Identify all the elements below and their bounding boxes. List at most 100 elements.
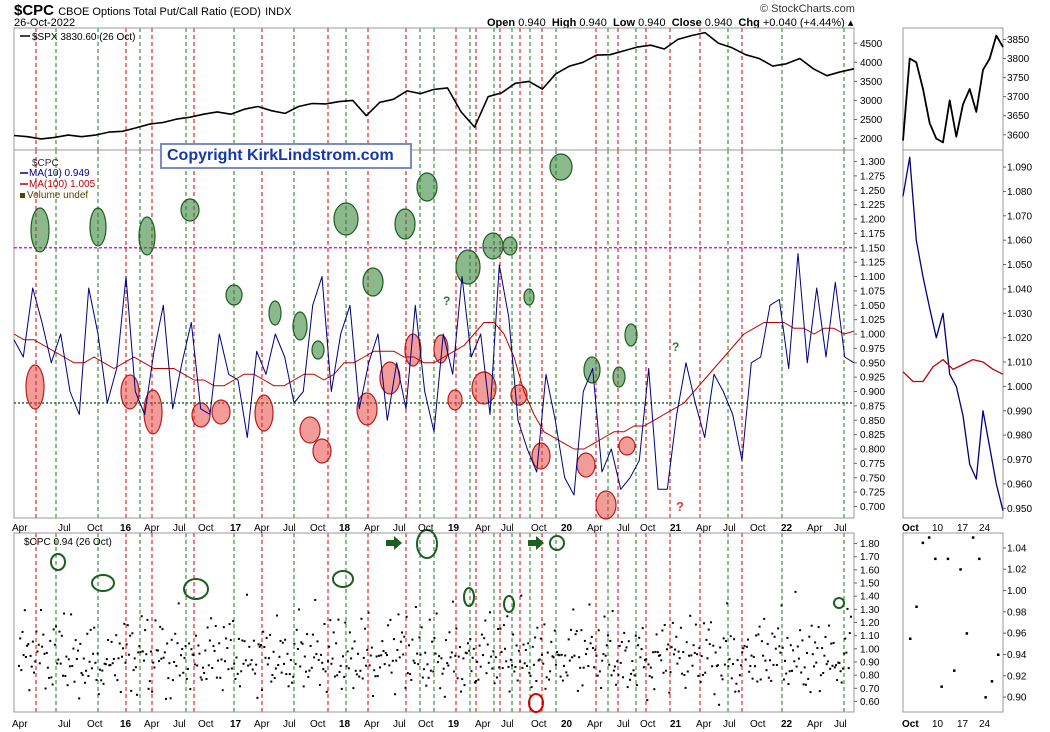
daily-point (188, 642, 191, 645)
daily-point (506, 615, 509, 618)
daily-high-marker (463, 587, 475, 607)
daily-point (561, 679, 564, 682)
daily-point (262, 630, 265, 633)
daily-point (353, 640, 356, 643)
daily-point (100, 679, 103, 682)
daily-point (81, 673, 84, 676)
daily-point (121, 655, 123, 658)
xaxis-mid-label: Apr (254, 523, 270, 534)
low-ratio-marker (576, 452, 596, 478)
daily-zoom-point (946, 557, 950, 561)
daily-point (249, 663, 252, 666)
xaxis-mid-label: Jul (501, 523, 514, 534)
daily-point (715, 665, 718, 668)
daily-point (62, 674, 64, 677)
daily-point (397, 613, 400, 616)
daily-point (20, 669, 23, 672)
daily-point (735, 682, 738, 685)
daily-point (289, 659, 292, 662)
daily-point (93, 626, 96, 629)
daily-ytick-label: 0.80 (860, 671, 880, 682)
daily-point (651, 676, 653, 679)
xaxis-mid-label: Apr (12, 523, 28, 534)
daily-point (300, 641, 303, 644)
chg-value: +0.040 (+4.44%) (762, 17, 845, 29)
daily-point (514, 666, 517, 668)
daily-point (281, 641, 284, 644)
daily-point (28, 689, 31, 692)
daily-point (550, 640, 553, 643)
daily-point (89, 628, 92, 631)
daily-point (308, 669, 311, 672)
xaxis-mid-label: 19 (448, 523, 460, 534)
daily-point (568, 659, 571, 662)
daily-point (779, 651, 782, 654)
daily-point (697, 674, 700, 677)
daily-point (233, 662, 236, 665)
daily-point (619, 661, 622, 664)
daily-point (535, 680, 538, 682)
daily-point (395, 659, 398, 662)
daily-point (564, 654, 567, 657)
daily-point (622, 676, 624, 679)
daily-point (472, 647, 475, 650)
daily-point (265, 636, 268, 639)
high-ratio-marker (523, 288, 535, 306)
daily-point (502, 624, 505, 627)
zm-ytick-label: 0.990 (1007, 406, 1032, 417)
daily-point (456, 677, 459, 680)
question-mark-3: ? (676, 499, 684, 514)
daily-point (79, 642, 82, 645)
daily-point (468, 649, 471, 652)
daily-point (769, 659, 771, 662)
cpc-ytick-label: 0.725 (860, 488, 885, 499)
zm-ytick-label: 1.090 (1007, 163, 1032, 174)
daily-point (34, 660, 37, 663)
daily-point (318, 683, 321, 686)
xaxis-bottom-label: Jul (617, 719, 630, 730)
ma-zoom-frame (902, 149, 1004, 519)
daily-point (24, 656, 27, 658)
daily-point (596, 674, 599, 677)
daily-point (255, 663, 258, 666)
daily-point (640, 648, 643, 651)
daily-point (837, 661, 840, 664)
low-ratio-marker (299, 416, 321, 444)
daily-point (418, 636, 421, 639)
spx-ytick-label: 3500 (860, 77, 883, 88)
xaxis-bottom-label: Jul (723, 719, 736, 730)
daily-point (133, 657, 136, 660)
daily-point (688, 654, 690, 657)
daily-point (528, 671, 531, 674)
daily-point (604, 654, 607, 657)
daily-point (586, 647, 589, 650)
daily-point (168, 662, 171, 665)
daily-point (369, 654, 372, 657)
daily-point (794, 590, 797, 593)
daily-point (117, 657, 120, 660)
daily-point (104, 663, 107, 666)
daily-point (624, 649, 627, 652)
daily-point (463, 684, 466, 687)
daily-point (743, 644, 746, 647)
daily-point (557, 653, 560, 656)
daily-point (180, 654, 182, 657)
daily-point (295, 628, 298, 631)
high-ratio-marker (138, 216, 156, 256)
daily-point (339, 664, 342, 667)
cpc-ytick-label: 0.875 (860, 401, 885, 412)
daily-point (530, 686, 533, 689)
collapse-chevron-icon[interactable]: ▴ (847, 17, 854, 29)
cpc-ytick-label: 0.900 (860, 387, 885, 398)
daily-point (741, 651, 744, 654)
daily-point (745, 645, 748, 648)
daily-point (50, 676, 53, 679)
daily-point (513, 670, 516, 673)
daily-point (132, 669, 135, 672)
xaxis-bottom-label: Jul (58, 719, 71, 730)
daily-point (560, 653, 563, 656)
daily-point (615, 683, 618, 686)
daily-point (498, 666, 501, 669)
daily-point (520, 594, 523, 597)
xaxis-bottom-label: 18 (339, 719, 351, 730)
